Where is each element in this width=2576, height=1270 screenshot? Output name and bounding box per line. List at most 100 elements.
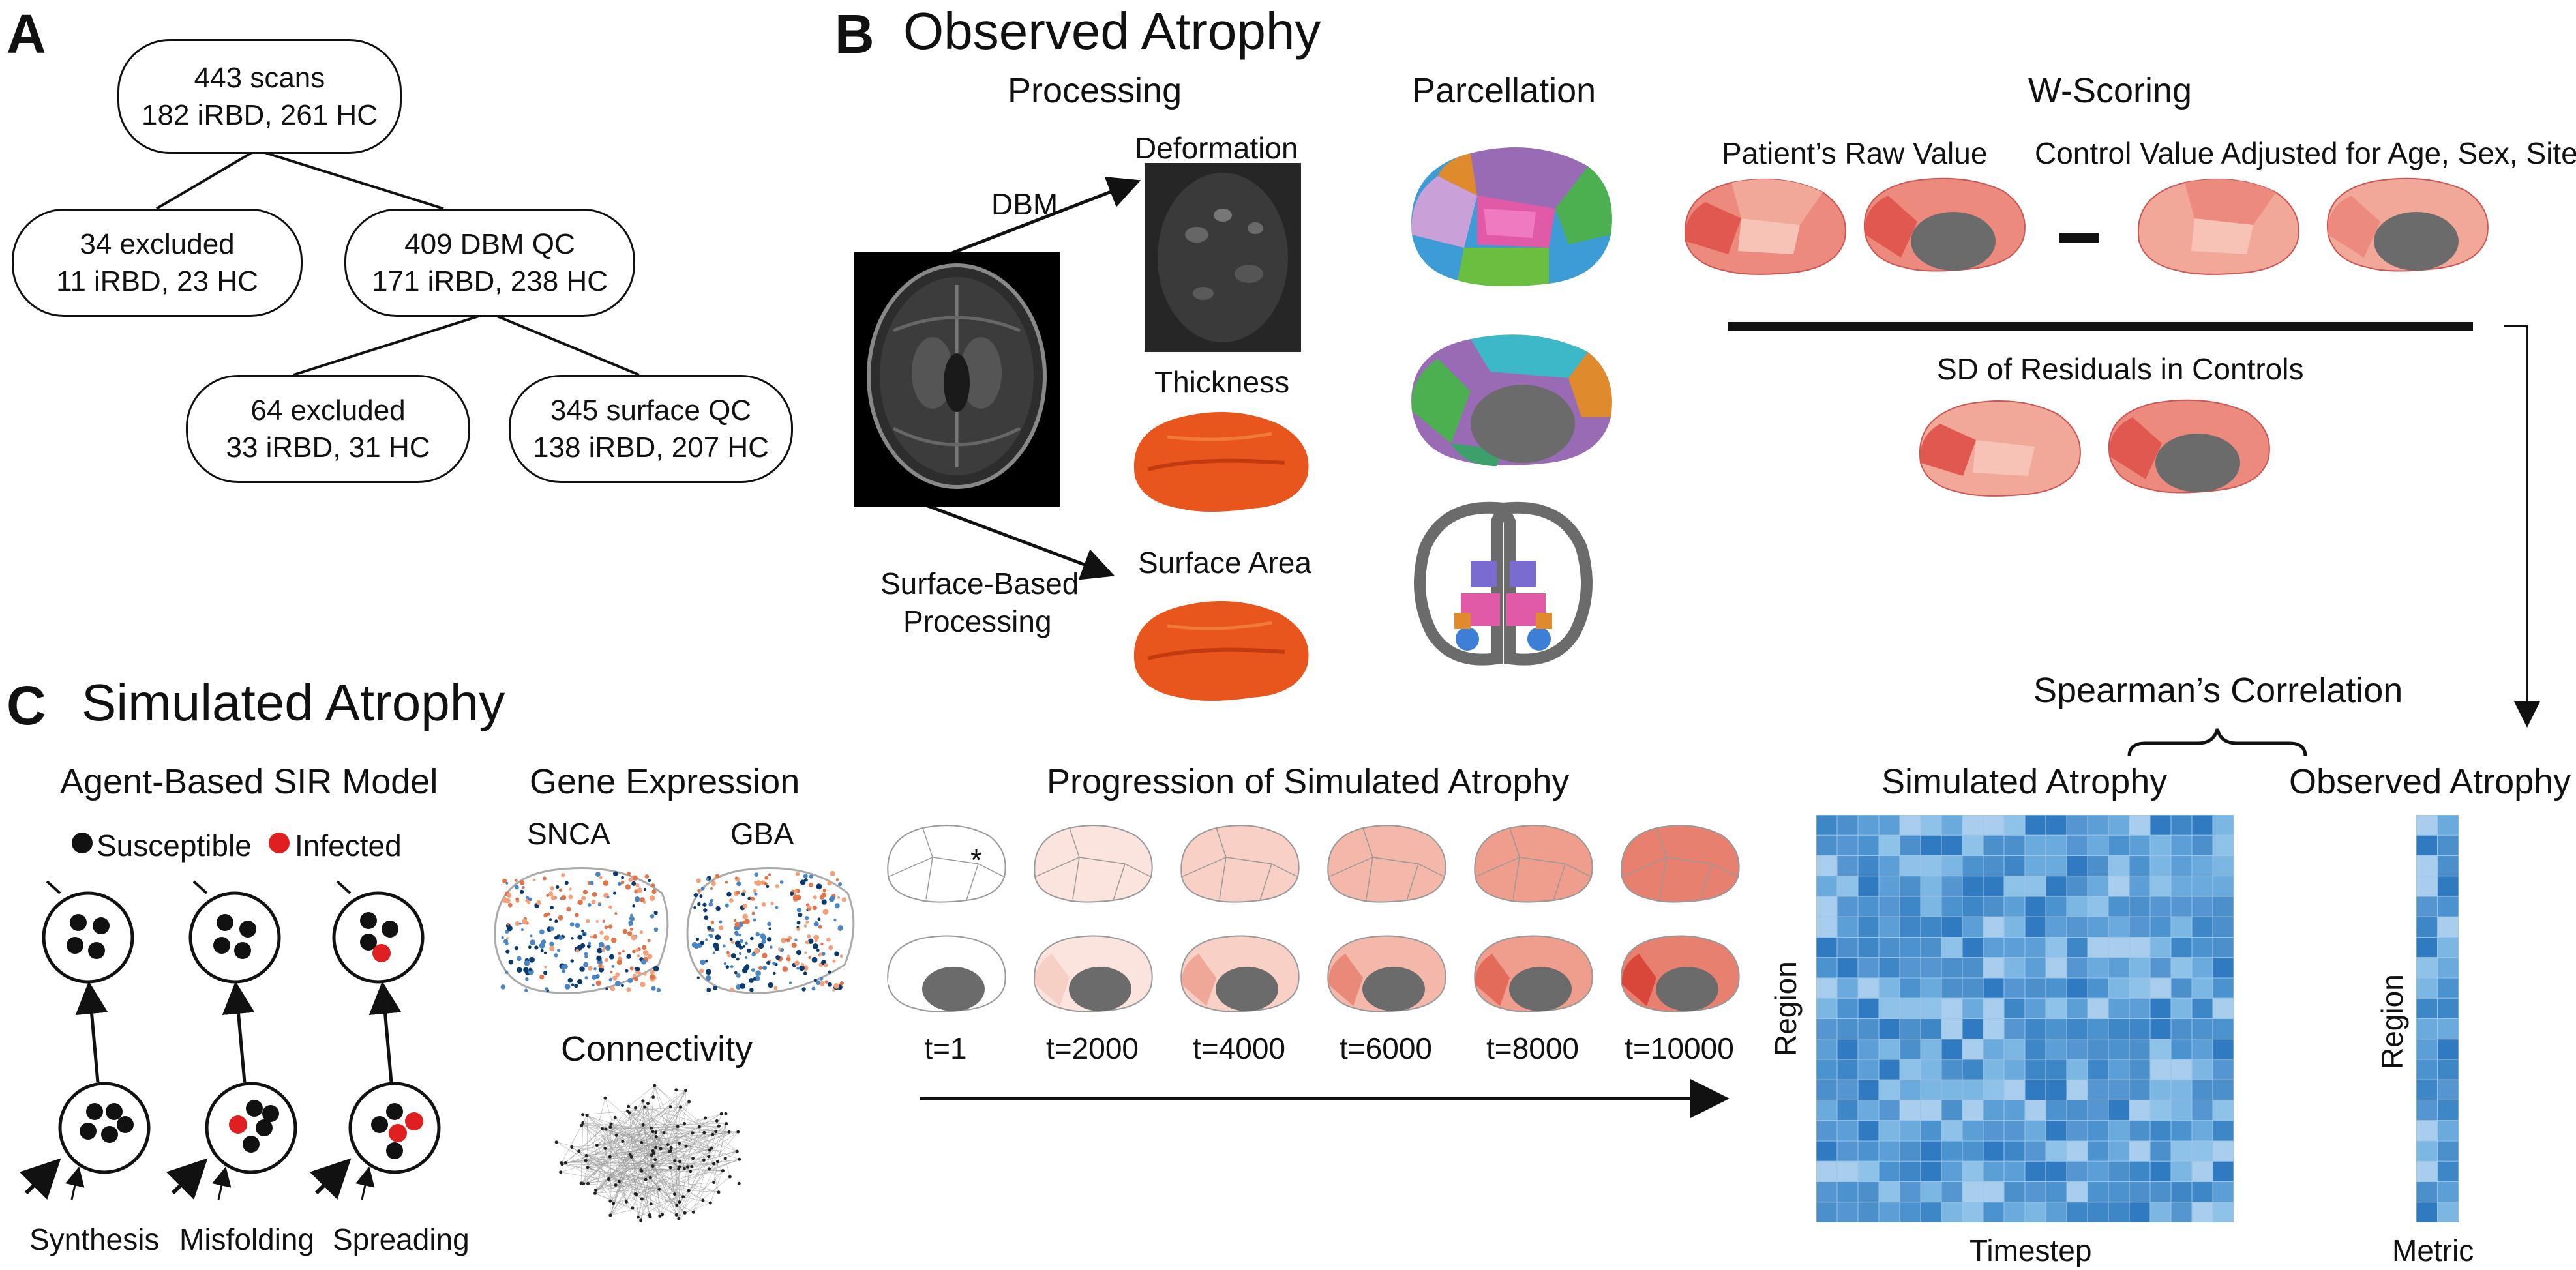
expression-point (734, 919, 737, 923)
expression-point (598, 941, 605, 948)
heatmap-cell (2087, 1018, 2109, 1040)
thickness-label: Thickness (1154, 365, 1290, 399)
heatmap-cell (2212, 855, 2234, 877)
expression-point (637, 887, 643, 893)
heatmap-cell (2437, 937, 2459, 958)
expression-point (648, 879, 651, 883)
connectivity-node (608, 1125, 612, 1129)
expression-point (839, 981, 844, 986)
connectivity-node (701, 1198, 705, 1202)
expression-point (809, 882, 814, 887)
expression-point (568, 894, 573, 900)
heatmap-cell (2149, 1018, 2172, 1040)
connection-edge (565, 1157, 632, 1163)
heatmap-cell (2024, 815, 2046, 836)
heatmap-cell (1816, 896, 1838, 917)
expression-point (726, 891, 732, 897)
connection-edge (659, 1159, 740, 1190)
expression-point (627, 931, 633, 936)
heatmap-cell (2149, 855, 2172, 877)
heatmap-cell (1920, 957, 1942, 979)
expression-point (506, 937, 509, 940)
expression-point (811, 986, 816, 991)
expression-point (618, 952, 622, 955)
expression-point (738, 952, 742, 956)
sd-medial-brain (2108, 399, 2270, 494)
heatmap-cell (2212, 1120, 2234, 1142)
connection-edge (659, 1117, 706, 1217)
node-bottom-2 (205, 1082, 297, 1174)
heatmap-cell (2212, 1140, 2234, 1162)
expression-point (500, 984, 506, 990)
expression-point (742, 913, 748, 919)
connectivity-node (603, 1096, 607, 1100)
connection-edge (582, 1123, 704, 1133)
expression-point (764, 876, 769, 880)
heatmap-cell (2066, 937, 2088, 958)
expression-point (505, 949, 510, 954)
timestep-label: t=8000 (1486, 1031, 1579, 1065)
heatmap-cell (1878, 1140, 1900, 1162)
expression-point (622, 949, 625, 953)
connectivity-node (593, 1191, 597, 1195)
heatmap-cell (2149, 1140, 2172, 1162)
flow-box-scans: 443 scans 182 iRBD, 261 HC (117, 39, 402, 154)
expression-point (822, 888, 827, 893)
heatmap-cell (2003, 834, 2026, 856)
expression-point (739, 945, 743, 950)
heatmap-cell (2108, 1140, 2130, 1162)
connectivity-node (712, 1181, 716, 1185)
heatmap-cell (1816, 1079, 1838, 1100)
connectivity-node (584, 1159, 588, 1162)
connectivity-node (628, 1153, 632, 1157)
heatmap-cell (1983, 1202, 2005, 1222)
expression-point (811, 956, 818, 963)
connectivity-node (640, 1140, 644, 1144)
connectivity-node (641, 1099, 645, 1103)
expression-point (766, 885, 770, 889)
heatmap-cell (1920, 1079, 1942, 1100)
heatmap-cell (1983, 1039, 2005, 1060)
connection-edge (676, 1089, 678, 1205)
connectivity-node (678, 1200, 681, 1204)
heatmap-cell (1816, 1100, 1838, 1121)
expression-point (558, 915, 563, 921)
heatmap-cell (2416, 1100, 2438, 1121)
connectivity-node (690, 1165, 694, 1169)
expression-point (730, 940, 735, 944)
heatmap-cell (1899, 1039, 1921, 1060)
expression-point (818, 952, 822, 956)
expression-point (534, 945, 539, 950)
expression-point (729, 898, 734, 903)
heatmap-cell (2045, 1181, 2067, 1203)
expression-point (651, 889, 657, 894)
heatmap-cell (1962, 815, 1984, 836)
heatmap-cell (2437, 1160, 2459, 1182)
expression-point (710, 887, 713, 891)
expression-point (779, 880, 784, 884)
deformation-image (1145, 163, 1301, 352)
parcellation-heading: Parcellation (1412, 71, 1596, 110)
connection-edge (582, 1123, 606, 1149)
heatmap-cell (1983, 834, 2005, 856)
expression-point (583, 962, 589, 967)
heatmap-cell (2191, 1120, 2213, 1142)
heatmap-cell (1962, 876, 1984, 897)
expression-point (834, 951, 839, 956)
expression-point (626, 987, 631, 992)
heatmap-cell (1899, 1059, 1921, 1080)
heatmap-cell (1878, 937, 1900, 958)
connectivity-node (737, 1181, 741, 1185)
expression-point (705, 959, 708, 963)
heatmap-cell (2045, 1018, 2067, 1040)
heatmap-cell (1857, 1202, 1880, 1222)
progression-lateral-brain: * (887, 825, 1006, 903)
expression-point (830, 870, 835, 877)
heatmap-cell (1836, 1140, 1859, 1162)
heatmap-cell (2170, 1018, 2193, 1040)
expression-point (514, 885, 519, 890)
expression-point (625, 884, 631, 890)
w-scoring-heading: W-Scoring (2028, 71, 2193, 110)
gba-expression-brain (686, 867, 855, 994)
heatmap-cell (2149, 1039, 2172, 1060)
